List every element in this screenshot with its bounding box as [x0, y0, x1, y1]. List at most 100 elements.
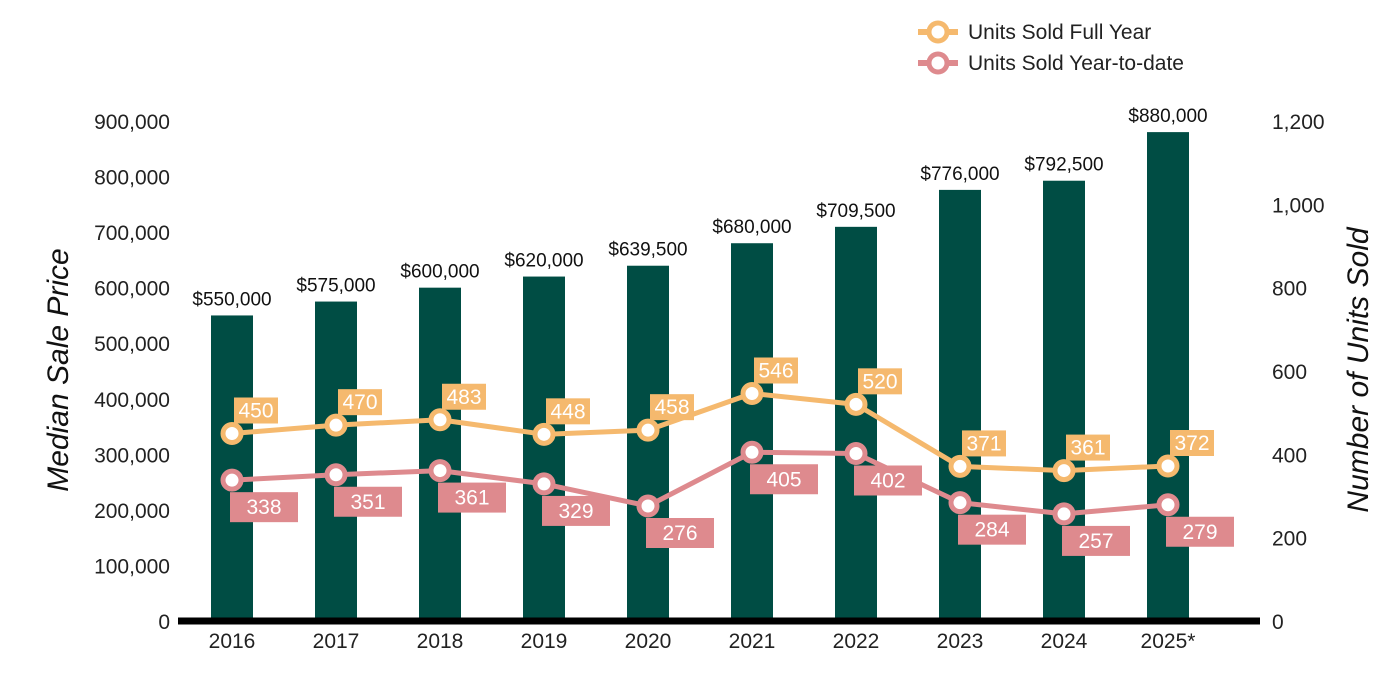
data-point [844, 392, 868, 416]
x-axis-ticks: 2016 2017 2018 2019 2020 2021 2022 2023 2024 2025… [209, 630, 1196, 653]
y2-tick-label: 800 [1272, 278, 1307, 301]
data-label: 458 [654, 396, 689, 419]
bar-value-label: $792,500 [1024, 155, 1103, 176]
data-label: 329 [558, 500, 593, 523]
data-label-box [958, 514, 1026, 545]
bar [939, 189, 981, 621]
data-label-box [230, 492, 298, 523]
data-point [220, 422, 244, 445]
data-label-box [646, 518, 714, 548]
y2-axis-title: Number of Units Sold [1342, 226, 1375, 512]
data-label: 284 [974, 519, 1009, 542]
data-point [324, 413, 348, 437]
data-point [1052, 459, 1076, 483]
legend-item-full-year: Units Sold Full Year [918, 20, 1151, 44]
x-tick-label: 2018 [417, 630, 464, 653]
data-point [1156, 493, 1180, 517]
data-label-box [1066, 434, 1110, 461]
data-point [636, 494, 660, 518]
data-label-box [334, 486, 402, 517]
data-label-box [858, 368, 902, 395]
y2-tick-label: 600 [1272, 361, 1307, 384]
bar [419, 287, 461, 621]
y-tick-label: 100,000 [94, 555, 170, 578]
bar-value-label: $709,500 [816, 201, 895, 222]
data-label: 448 [550, 400, 585, 423]
bar [731, 243, 773, 621]
y-tick-label: 200,000 [94, 500, 170, 523]
data-label: 338 [246, 496, 281, 519]
data-label-box [650, 394, 694, 421]
data-point [1156, 454, 1180, 478]
data-label: 279 [1182, 521, 1217, 544]
x-tick-label: 2023 [937, 630, 984, 653]
data-label-box [754, 357, 798, 384]
bar [211, 315, 253, 621]
data-label-box [338, 389, 382, 416]
legend-full-year-marker [926, 20, 950, 44]
y-tick-label: 800,000 [94, 167, 170, 190]
bar-value-label: $550,000 [192, 289, 271, 310]
x-tick-label: 2019 [521, 630, 568, 653]
data-label-box [1170, 430, 1214, 456]
data-label: 372 [1174, 432, 1209, 455]
y-tick-label: 400,000 [94, 389, 170, 412]
data-point [532, 472, 556, 496]
x-tick-label: 2017 [313, 630, 360, 653]
bar-value-label: $620,000 [504, 251, 583, 272]
data-label: 483 [446, 386, 481, 409]
data-point [948, 491, 972, 515]
data-label-box [438, 482, 506, 513]
data-label: 361 [454, 487, 489, 510]
bar [835, 226, 877, 622]
x-tick-label: 2022 [833, 630, 880, 653]
bar [1147, 132, 1189, 621]
data-label: 257 [1078, 530, 1113, 553]
data-point [428, 459, 452, 483]
x-tick-label: 2020 [625, 630, 672, 653]
y-axis-title: Median Sale Price [42, 248, 75, 491]
y-tick-label: 600,000 [94, 278, 170, 301]
legend-item-ytd: Units Sold Year-to-date [918, 51, 1184, 75]
data-point [220, 468, 244, 492]
data-point [740, 382, 764, 405]
data-label: 470 [342, 391, 377, 414]
data-label-box [442, 383, 486, 410]
data-label: 520 [862, 370, 897, 393]
y2-axis-ticks: 0 200 400 600 800 1,000 1,200 [1272, 111, 1325, 634]
y2-tick-label: 1,000 [1272, 194, 1325, 217]
bar [627, 265, 669, 621]
x-tick-label: 2021 [729, 630, 776, 653]
data-label: 351 [350, 491, 385, 514]
data-label-box [234, 397, 278, 424]
x-tick-label: 2025* [1141, 630, 1196, 653]
data-label-box [750, 464, 818, 495]
legend-ytd-label: Units Sold Year-to-date [968, 52, 1184, 75]
bar-value-label: $575,000 [296, 276, 375, 297]
series-full-year: 450 470 483 448 458 546 520 371 361 372 [220, 357, 1214, 483]
bar-value-label: $639,500 [608, 240, 687, 261]
bar-labels-layer: $550,000 $575,000 $600,000 $620,000 $639,500… [192, 106, 1207, 310]
y-tick-label: 0 [158, 611, 170, 634]
data-label: 402 [870, 470, 905, 493]
data-label-box [1062, 525, 1130, 556]
bar [315, 301, 357, 621]
y2-tick-label: 200 [1272, 528, 1307, 551]
data-point [532, 422, 556, 446]
data-point [844, 442, 868, 465]
data-point [740, 440, 764, 464]
data-label-box [962, 430, 1006, 457]
data-label: 405 [766, 468, 801, 491]
bar [523, 276, 565, 621]
data-label: 450 [238, 400, 273, 423]
data-label: 361 [1070, 437, 1105, 460]
legend: Units Sold Full Year Units Sold Year-to-… [918, 20, 1184, 75]
y-axis-ticks: 0 100,000 200,000 300,000 400,000 500,000 600,… [94, 111, 170, 634]
data-point [948, 454, 972, 478]
x-tick-label: 2024 [1041, 630, 1088, 653]
data-label: 276 [662, 522, 697, 545]
bar-value-label: $880,000 [1128, 106, 1207, 127]
series-ytd: 338 351 361 329 276 405 402 284 257 279 [220, 440, 1234, 556]
